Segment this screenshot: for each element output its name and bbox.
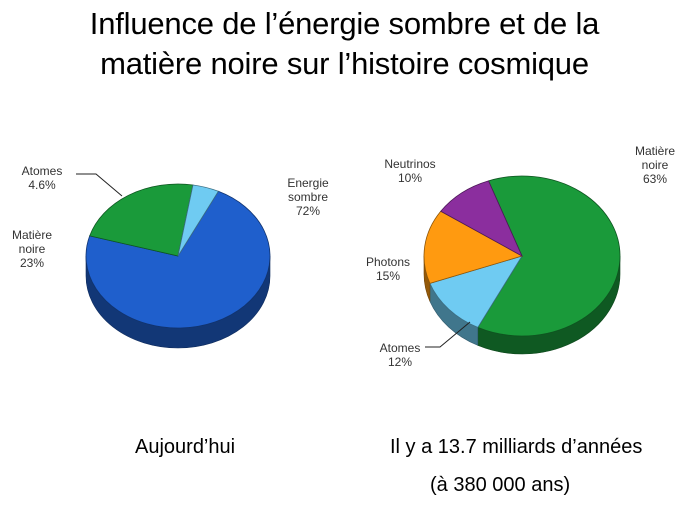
past-slice-3 — [440, 180, 523, 257]
past-label-3: Neutrinos 10% — [384, 157, 435, 185]
today-label-0: Energie sombre 72% — [287, 176, 329, 218]
past-slice-0 — [477, 175, 621, 337]
today-label-2: Atomes 4.6% — [22, 164, 63, 192]
today-slice-1 — [89, 183, 194, 257]
pie-chart-past: Matière noire 63% Atomes 12% Photons 15% Neutri… — [366, 144, 675, 369]
slide-title: Influence de l’énergie sombre et de la m… — [0, 0, 689, 84]
past-leader-1 — [425, 321, 471, 348]
past-label-2: Photons 15% — [366, 255, 410, 283]
title-line-1: Influence de l’énergie sombre et de la — [89, 6, 600, 41]
title-line-2: matière noire sur l’histoire cosmique — [100, 46, 589, 81]
today-leader-2 — [76, 173, 123, 197]
chart-caption-today: Aujourd’hui — [135, 436, 236, 458]
past-slice-2 — [423, 210, 524, 284]
past-label-0: Matière noire 63% — [635, 144, 675, 186]
past-label-1: Atomes 12% — [380, 341, 421, 369]
past-slice-1 — [429, 255, 523, 328]
chart-caption-past: Il y a 13.7 milliards d’années — [390, 436, 643, 458]
pie-chart-today: Energie sombre 72% Matière noire 23% Atomes 4.6… — [12, 164, 329, 349]
chart-caption-past-subtitle: (à 380 000 ans) — [430, 474, 571, 496]
today-label-1: Matière noire 23% — [12, 228, 52, 270]
today-slice-2 — [177, 184, 219, 257]
today-slice-0 — [85, 190, 271, 329]
